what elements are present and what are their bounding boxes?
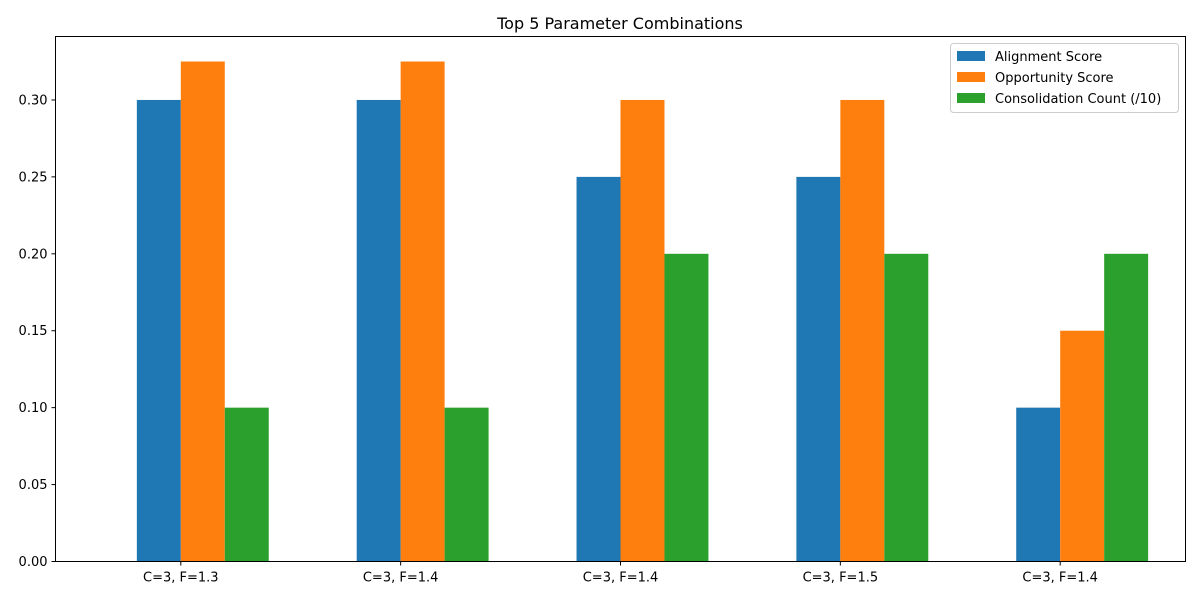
y-axis: 0.00 0.05 0.10 0.15 0.20 0.25 0.30 <box>19 93 56 570</box>
x-tick-label: C=3, F=1.4 <box>583 571 659 586</box>
bar-alignment-score-1 <box>356 99 401 562</box>
bar-consolidation-count-10-2 <box>664 253 709 562</box>
x-tick-label: C=3, F=1.4 <box>1022 571 1098 586</box>
y-tick-label: 0.30 <box>19 93 48 108</box>
bar-opportunity-score-4 <box>1060 330 1105 562</box>
x-axis: C=3, F=1.3 C=3, F=1.4 C=3, F=1.4 C=3, F=1.5… <box>143 561 1098 586</box>
chart-title: Top 5 Parameter Combinations <box>496 14 743 33</box>
legend-swatch <box>957 93 985 103</box>
bar-alignment-score-3 <box>796 176 841 562</box>
bar-alignment-score-2 <box>576 176 621 562</box>
bar-consolidation-count-10-4 <box>1104 253 1149 562</box>
bar-opportunity-score-2 <box>620 99 665 562</box>
y-tick-label: 0.05 <box>19 478 48 493</box>
legend-label: Opportunity Score <box>995 71 1114 86</box>
legend-swatch <box>957 72 985 82</box>
bar-opportunity-score-0 <box>180 61 225 562</box>
legend-box <box>950 43 1179 113</box>
y-tick-label: 0.15 <box>19 324 48 339</box>
plot-frame <box>55 36 1186 562</box>
y-tick-label: 0.10 <box>19 401 48 416</box>
bars-layer <box>136 61 1149 562</box>
x-tick-label: C=3, F=1.4 <box>363 571 439 586</box>
bar-opportunity-score-3 <box>840 99 885 562</box>
bar-consolidation-count-10-1 <box>444 407 489 562</box>
bar-alignment-score-4 <box>1016 407 1061 562</box>
legend: Alignment Score Opportunity Score Consolid… <box>950 43 1179 113</box>
bar-alignment-score-0 <box>136 99 181 562</box>
bar-consolidation-count-10-3 <box>884 253 929 562</box>
legend-swatch <box>957 51 985 61</box>
y-tick-label: 0.00 <box>19 555 48 570</box>
x-tick-label: C=3, F=1.5 <box>803 571 879 586</box>
bar-opportunity-score-1 <box>400 61 445 562</box>
y-tick-label: 0.25 <box>19 170 48 185</box>
bar-consolidation-count-10-0 <box>224 407 269 562</box>
x-tick-label: C=3, F=1.3 <box>143 571 219 586</box>
y-tick-label: 0.20 <box>19 247 48 262</box>
legend-label: Consolidation Count (/10) <box>995 92 1161 107</box>
legend-label: Alignment Score <box>995 50 1102 65</box>
